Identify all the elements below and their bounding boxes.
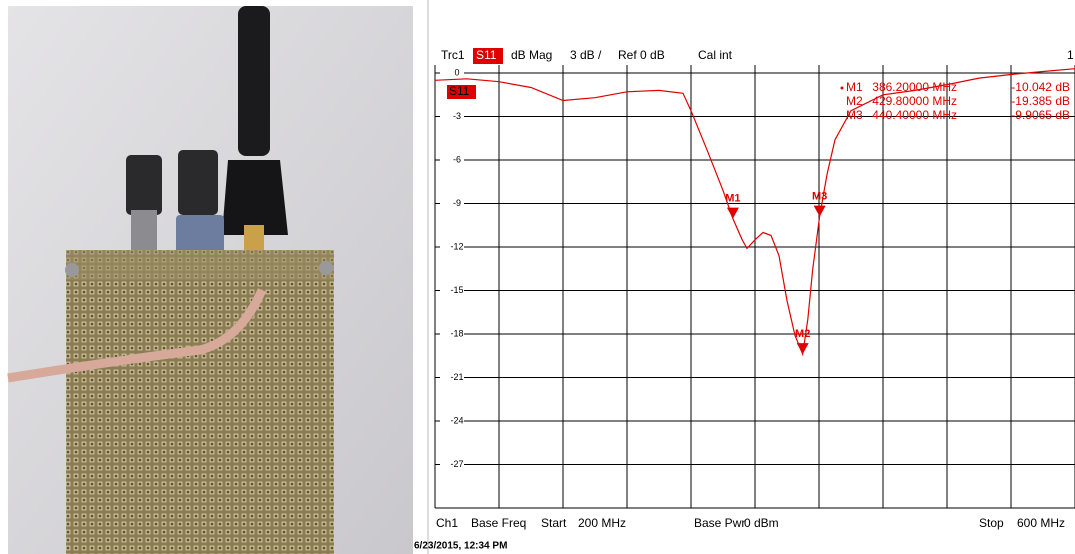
marker-label: M1 (725, 193, 740, 205)
marker-freq: 386.20000 MHz (872, 80, 957, 94)
marker-name: M2 (846, 94, 863, 108)
header-text: 1 (1067, 48, 1074, 62)
trace-name: S11 (449, 84, 470, 98)
active-marker-dot (841, 87, 844, 90)
marker-value: -9.9065 dB (1011, 108, 1070, 122)
footer-text: 600 MHz (1017, 516, 1065, 530)
marker-value: -10.042 dB (1011, 80, 1070, 94)
trace-name: S11 (476, 48, 497, 62)
marker-value: -19.385 dB (1011, 94, 1070, 108)
marker-name: M3 (846, 108, 863, 122)
marker (727, 208, 739, 219)
y-tick-label: -24 (450, 415, 463, 425)
page: {"chart_data": { "type": "line", "header… (0, 0, 1075, 554)
header-text: 3 dB / (570, 48, 602, 62)
y-tick-label: -6 (453, 154, 461, 164)
header-text: dB Mag (511, 48, 552, 62)
tick-label-bg (440, 67, 464, 79)
marker-label: M3 (812, 191, 827, 203)
y-tick-label: -27 (450, 459, 463, 469)
photo (8, 6, 413, 554)
marker-name: M1 (846, 80, 863, 94)
footer-text: Start (541, 516, 567, 530)
marker-label: M2 (795, 328, 810, 340)
marker-freq: 429.80000 MHz (872, 94, 957, 108)
screenshot: Trc1 dB Mag 3 dB / Ref 0 dB Cal int 1 S11 S11 0 -… (0, 0, 1075, 554)
footer-text: Base Freq (471, 516, 526, 530)
y-tick-label: -18 (450, 328, 463, 338)
y-tick-label: -3 (453, 111, 461, 121)
y-tick-label: -9 (453, 198, 461, 208)
y-tick-label: -12 (450, 241, 463, 251)
y-tick-label: 0 (454, 67, 459, 77)
marker (814, 206, 826, 217)
marker (797, 343, 809, 354)
y-tick-label: -15 (450, 285, 463, 295)
marker-freq: 440.40000 MHz (872, 108, 957, 122)
header-text: Ref 0 dB (618, 48, 665, 62)
header-text: Trc1 (441, 48, 465, 62)
footer-text: 200 MHz (578, 516, 626, 530)
footer-text: Ch1 (436, 516, 458, 530)
footer-text: Stop (979, 516, 1004, 530)
header-text: Cal int (698, 48, 733, 62)
footer-text: Base Pwr (694, 516, 745, 530)
y-tick-label: -21 (450, 372, 463, 382)
timestamp: 6/23/2015, 12:34 PM (414, 541, 507, 552)
footer-text: 0 dBm (744, 516, 779, 530)
